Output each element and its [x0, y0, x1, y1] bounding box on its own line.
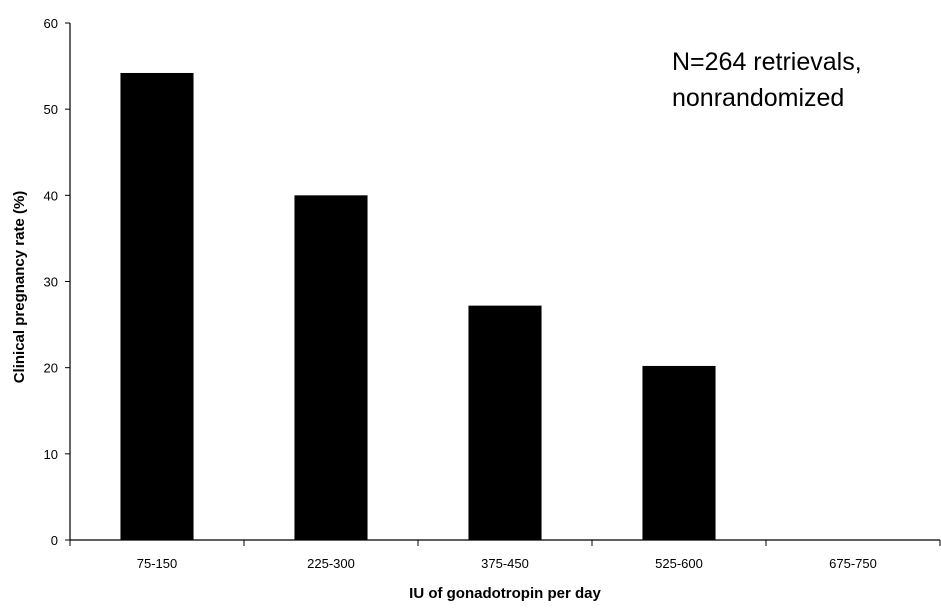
- y-tick-label: 20: [44, 361, 58, 376]
- x-tick-label: 375-450: [481, 556, 529, 571]
- x-axis-label: IU of gonadotropin per day: [409, 585, 601, 602]
- y-ticks-group: 0 10 20 30 40 50 60: [44, 16, 70, 548]
- y-tick-label: 10: [44, 447, 58, 462]
- bar-525-600: [642, 365, 716, 540]
- y-tick-label: 60: [44, 16, 58, 31]
- annotation-line-2: nonrandomized: [672, 84, 844, 112]
- y-tick-label: 40: [44, 188, 58, 203]
- x-tick-label: 225-300: [307, 556, 355, 571]
- x-ticks-group: 75-150 225-300 375-450 525-600 675-750: [69, 540, 941, 571]
- x-tick-label: 525-600: [655, 556, 703, 571]
- bar-375-450: [468, 305, 542, 540]
- x-tick-label: 75-150: [137, 556, 177, 571]
- bar-75-150: [120, 72, 194, 540]
- y-tick-label: 50: [44, 102, 58, 117]
- annotation-line-1: N=264 retrievals,: [672, 48, 862, 76]
- x-tick-label: 675-750: [829, 556, 877, 571]
- y-tick-label: 30: [44, 275, 58, 290]
- bar-225-300: [294, 195, 368, 541]
- y-axis-label: Clinical pregnancy rate (%): [11, 191, 28, 384]
- y-tick-label: 0: [51, 533, 58, 548]
- bars-group: [120, 72, 716, 541]
